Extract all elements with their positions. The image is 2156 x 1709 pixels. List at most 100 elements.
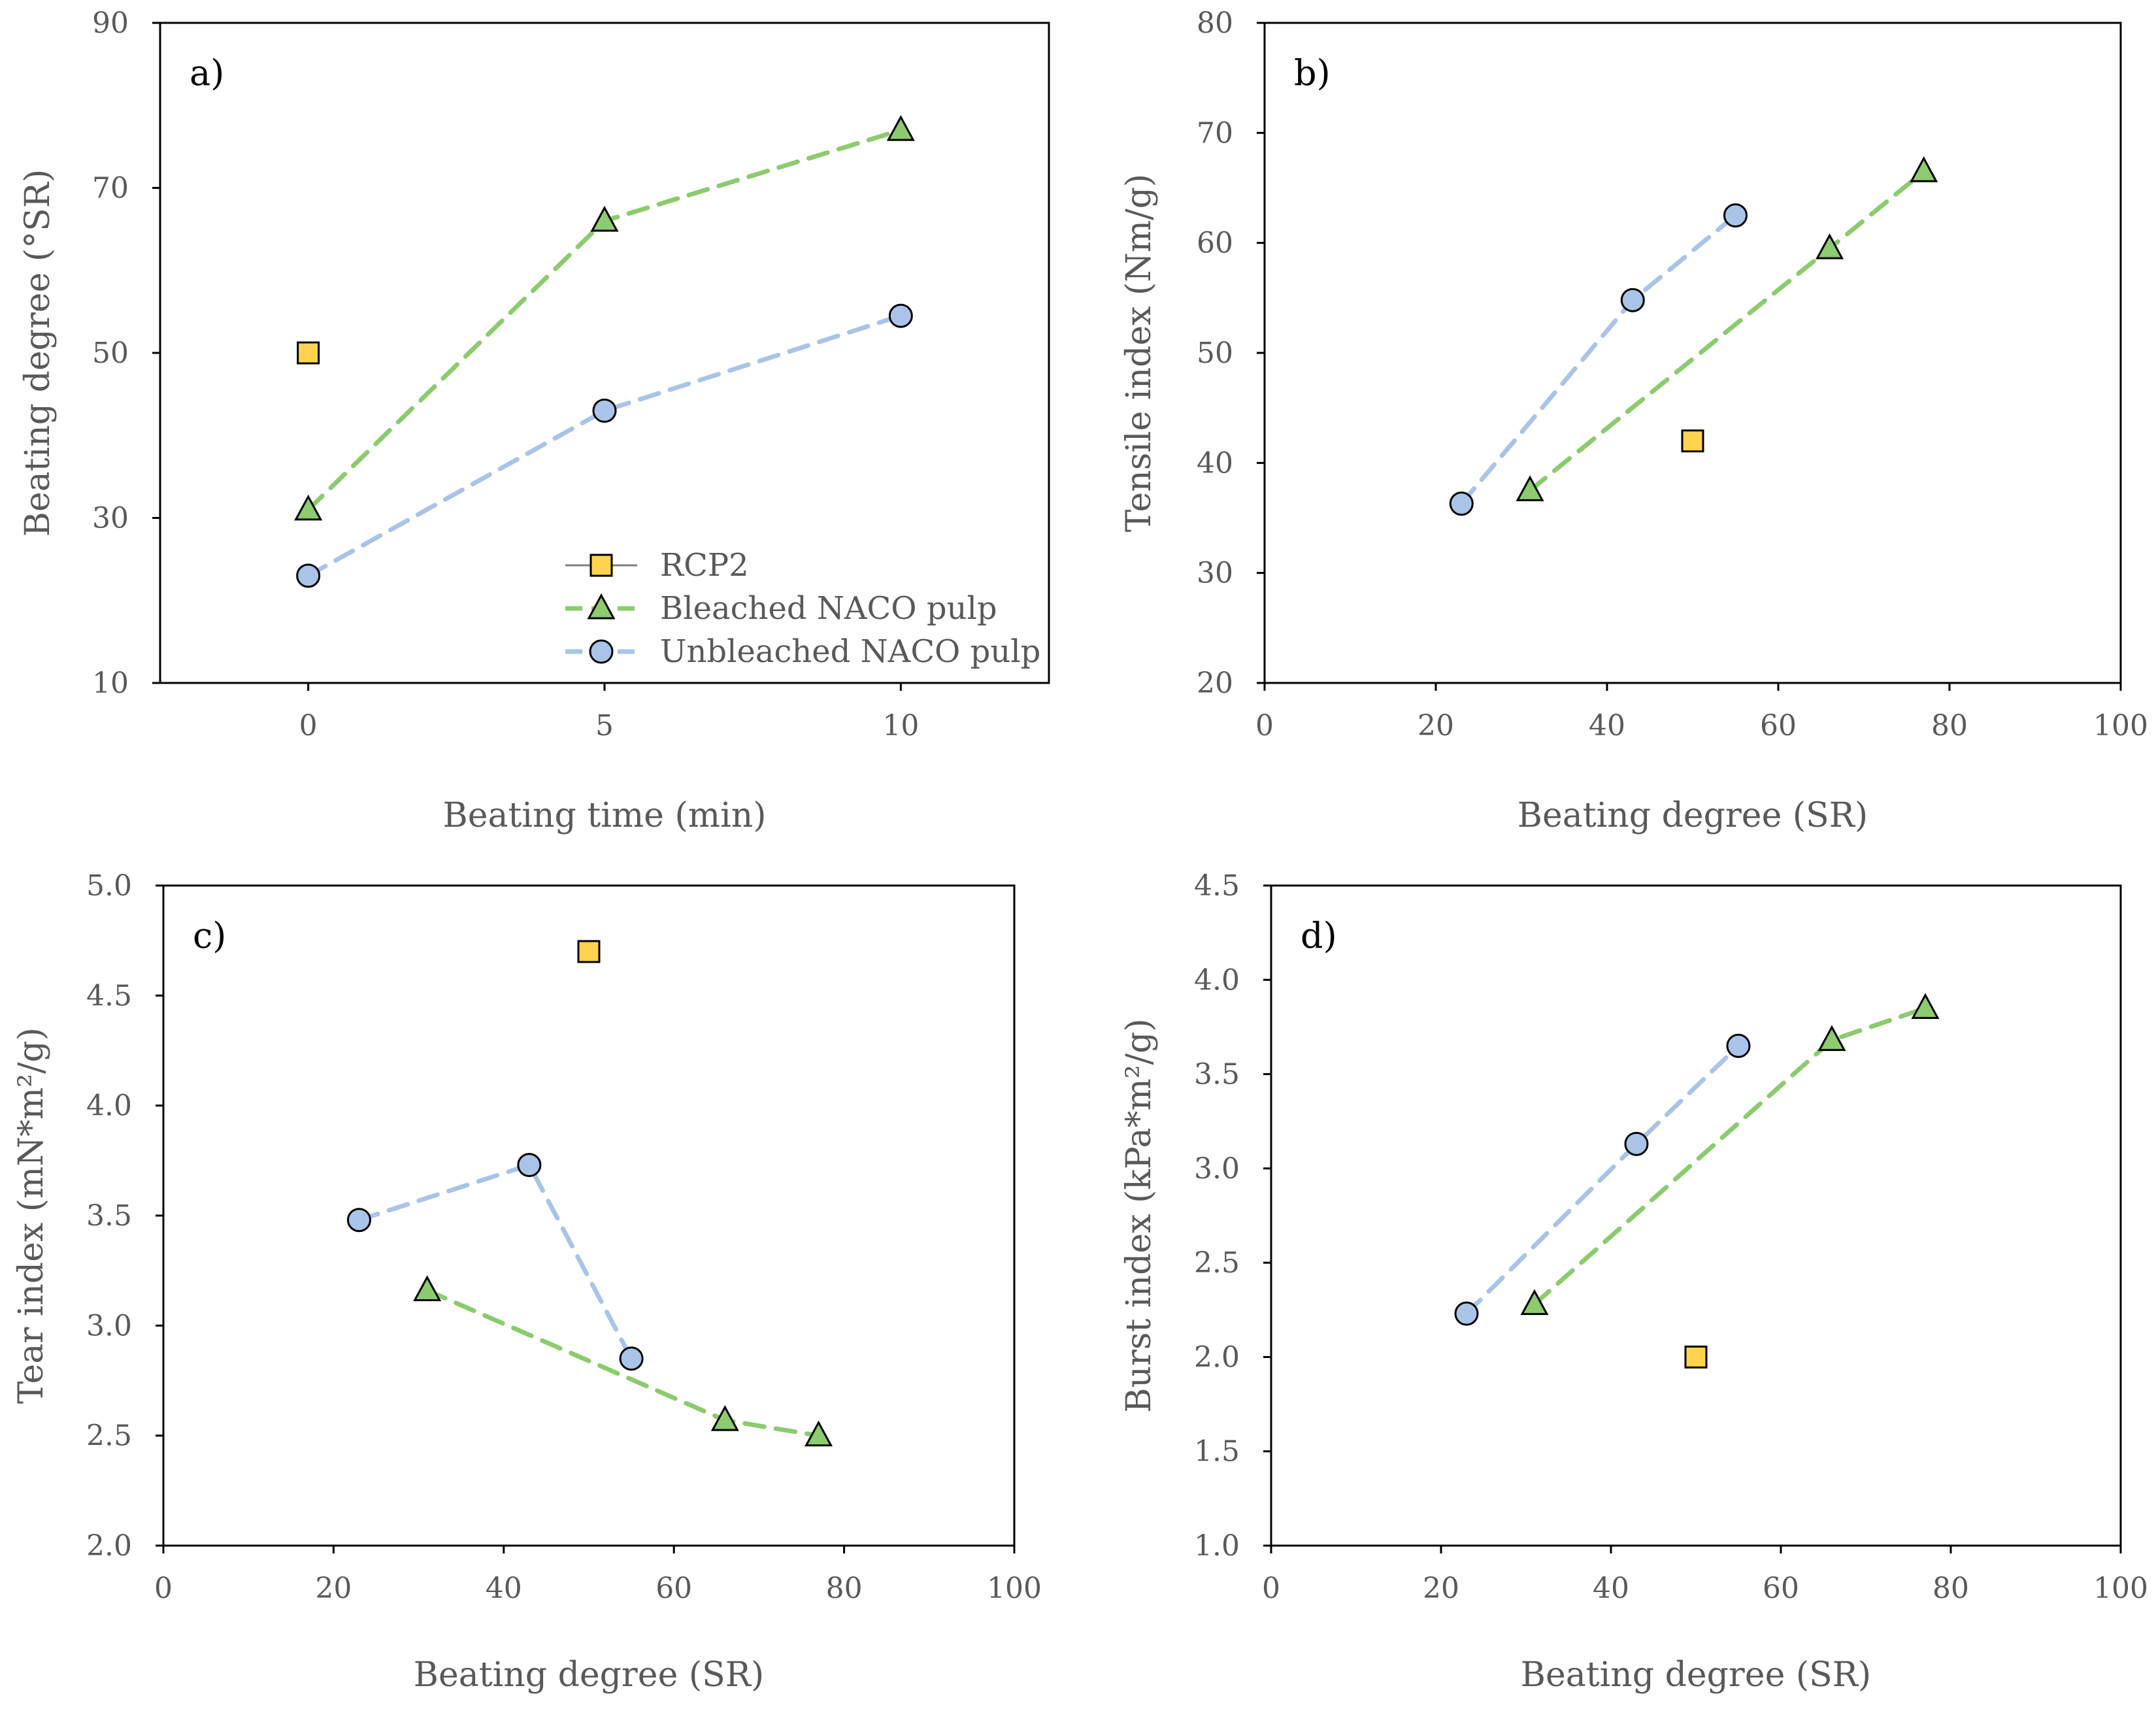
panel-c: 2.0 2.5 3.0 3.5 4.0 4.5 5.0 0 20 40 60 80 100 Beating… [12, 869, 1042, 1695]
unbleached-naco-pulp-marker-1 [517, 1153, 542, 1178]
x-tick-label: 0 [154, 1572, 173, 1605]
y-tick-label: 60 [1197, 227, 1233, 260]
y-tick-label: 40 [1197, 446, 1233, 480]
x-tick-label: 0 [1262, 1572, 1280, 1605]
unbleached-naco-pulp-marker-0 [1449, 491, 1474, 516]
y-tick-label: 50 [92, 337, 129, 370]
panel-label: c) [193, 915, 226, 956]
unbleached-naco-pulp-marker-1 [592, 398, 617, 423]
legend-bleached-naco-pulp-marker-0 [587, 593, 616, 620]
y-tick-label: 2.0 [1194, 1340, 1240, 1374]
x-tick-label: 60 [655, 1572, 692, 1605]
plot-frame [159, 22, 1050, 684]
x-tick-label: 40 [1589, 709, 1625, 742]
rcp2-marker-0 [1684, 1345, 1708, 1369]
y-tick-label: 10 [92, 667, 129, 700]
bleached-naco-pulp-marker-0 [1520, 1289, 1549, 1316]
unbleached-naco-pulp-marker-2 [1723, 203, 1748, 228]
x-tick-label: 100 [2093, 709, 2148, 742]
bleached-naco-pulp-marker-1 [590, 205, 619, 232]
panel-b: 20 30 40 50 60 70 80 0 20 40 60 80 100 Beating degree… [1119, 7, 2148, 835]
rcp2-marker-0 [577, 940, 601, 963]
panel-d: 1.0 1.5 2.0 2.5 3.0 3.5 4.0 4.5 0 20 40 60 80 100 Beat… [1119, 869, 2148, 1695]
plot-frame [1263, 22, 2122, 684]
y-tick-label: 80 [1197, 7, 1233, 40]
legend-unbleached-naco-pulp-marker-0 [589, 639, 614, 664]
bleached-naco-pulp-marker-2 [886, 114, 915, 141]
unbleached-naco-pulp-line [1459, 213, 1738, 506]
y-tick-label: 5.0 [86, 869, 132, 903]
bleached-naco-pulp-line [306, 127, 903, 512]
y-tick-label: 3.5 [1194, 1058, 1240, 1091]
x-axis-title: Beating time (min) [443, 796, 767, 835]
y-axis-title: Beating degree (°SR) [18, 169, 58, 537]
rcp2-marker-0 [297, 341, 320, 365]
x-tick-label: 100 [2093, 1572, 2148, 1605]
x-tick-label: 10 [882, 709, 919, 742]
x-tick-label: 40 [1593, 1572, 1629, 1605]
y-axis-title: Burst index (kPa*m²/g) [1119, 1018, 1159, 1412]
x-tick-label: 0 [299, 709, 318, 742]
y-tick-label: 4.0 [86, 1089, 132, 1123]
legend-label: Bleached NACO pulp [660, 590, 997, 627]
x-axis-title: Beating degree (SR) [1517, 796, 1868, 835]
legend-label: Unbleached NACO pulp [660, 633, 1040, 670]
unbleached-naco-pulp-marker-0 [296, 563, 321, 588]
y-tick-label: 3.5 [86, 1199, 132, 1233]
y-tick-label: 70 [1197, 116, 1233, 150]
y-tick-label: 70 [92, 172, 129, 205]
y-tick-label: 90 [92, 7, 129, 40]
x-tick-label: 0 [1255, 709, 1274, 742]
unbleached-naco-pulp-marker-0 [346, 1208, 371, 1233]
legend: RCP2 Bleached NACO pulp Unbleached NACO pu… [565, 547, 1040, 670]
y-tick-label: 4.5 [1194, 869, 1240, 903]
x-tick-label: 80 [1932, 1572, 1969, 1605]
y-tick-label: 2.5 [86, 1419, 132, 1453]
legend-label: RCP2 [660, 547, 749, 584]
panel-label: b) [1294, 52, 1331, 93]
y-tick-label: 50 [1197, 337, 1233, 370]
unbleached-naco-pulp-marker-2 [1726, 1033, 1751, 1058]
unbleached-naco-pulp-marker-0 [1454, 1301, 1479, 1326]
unbleached-naco-pulp-marker-1 [1624, 1131, 1649, 1156]
panel-label: d) [1301, 915, 1337, 956]
panel-a: 10 30 50 70 90 0 5 10 Beating time (min) Beating … [18, 7, 1050, 835]
unbleached-naco-pulp-line [1464, 1043, 1741, 1316]
x-tick-label: 80 [1931, 709, 1968, 742]
x-tick-label: 80 [826, 1572, 863, 1605]
x-tick-label: 20 [315, 1572, 352, 1605]
bleached-naco-pulp-marker-2 [1911, 993, 1940, 1020]
y-axis-title: Tear index (mN*m²/g) [12, 1027, 51, 1404]
bleached-naco-pulp-marker-2 [804, 1420, 833, 1447]
plot-frame [1270, 884, 2122, 1547]
plot-frame [162, 884, 1016, 1547]
y-tick-label: 1.0 [1194, 1529, 1240, 1563]
bleached-naco-pulp-marker-0 [1516, 475, 1544, 501]
y-tick-label: 1.5 [1194, 1435, 1240, 1468]
y-tick-label: 2.0 [86, 1529, 132, 1563]
x-tick-label: 5 [595, 709, 614, 742]
panel-label: a) [190, 52, 224, 93]
y-tick-label: 20 [1197, 667, 1233, 700]
bleached-naco-pulp-marker-0 [413, 1275, 442, 1301]
x-tick-label: 60 [1763, 1572, 1799, 1605]
unbleached-naco-pulp-line [356, 1162, 634, 1361]
bleached-naco-pulp-marker-0 [294, 494, 323, 521]
unbleached-naco-pulp-line [306, 313, 903, 578]
unbleached-naco-pulp-marker-1 [1620, 288, 1645, 312]
x-tick-label: 100 [987, 1572, 1042, 1605]
bleached-naco-pulp-marker-1 [1817, 1025, 1846, 1052]
x-tick-label: 20 [1418, 709, 1454, 742]
x-axis-title: Beating degree (SR) [1521, 1655, 1871, 1695]
x-tick-label: 40 [486, 1572, 522, 1605]
bleached-naco-pulp-marker-1 [710, 1404, 739, 1431]
legend-rcp2-marker-0 [589, 554, 613, 577]
unbleached-naco-pulp-marker-2 [619, 1346, 644, 1371]
y-tick-label: 3.0 [86, 1309, 132, 1342]
y-tick-label: 4.0 [1194, 963, 1240, 997]
x-tick-label: 60 [1760, 709, 1797, 742]
y-tick-label: 30 [1197, 557, 1233, 590]
bleached-naco-pulp-marker-1 [1816, 233, 1844, 259]
x-tick-label: 20 [1423, 1572, 1459, 1605]
